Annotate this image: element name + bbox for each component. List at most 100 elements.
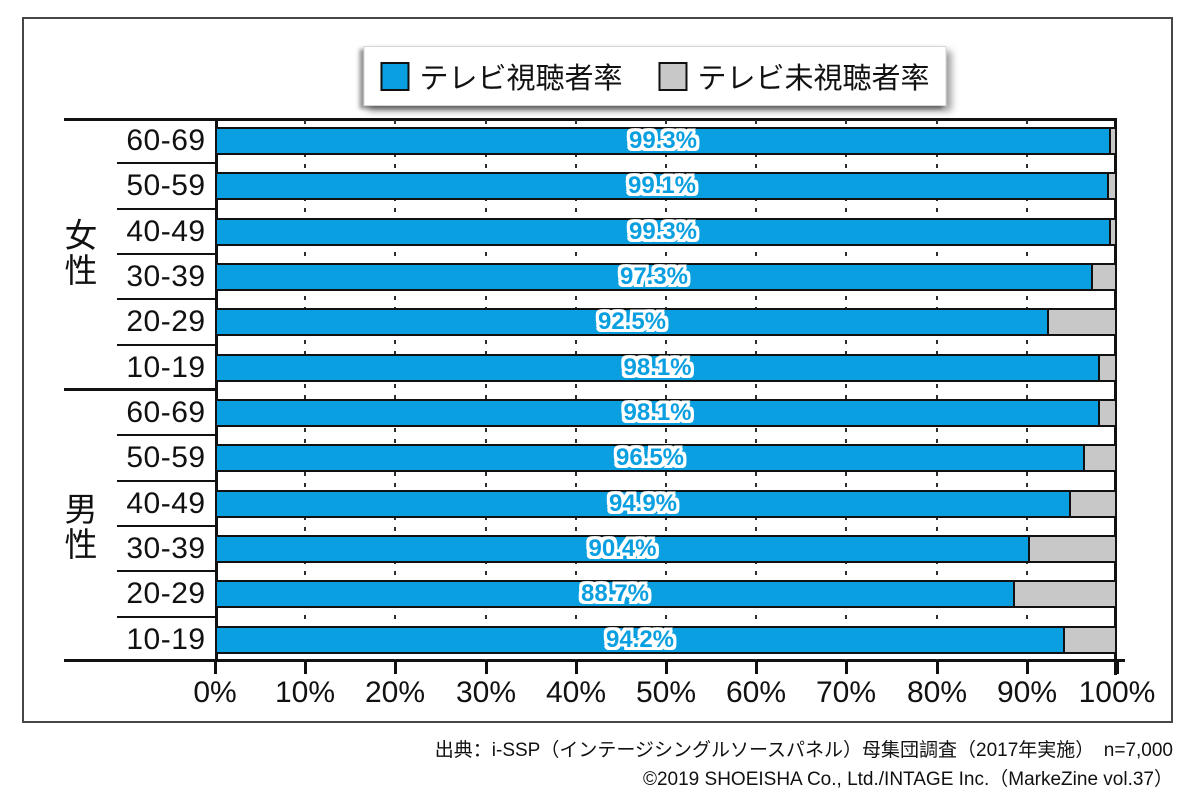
plot-top-line — [64, 118, 1117, 121]
bar-value-label: 98.1% — [623, 399, 692, 426]
age-label-女性-50-59: 50-59 — [126, 168, 206, 202]
bar-row-男性-60-69: 98.1% — [215, 399, 1117, 427]
x-tick-label-20%: 20% — [364, 676, 426, 709]
x-tick-20% — [394, 662, 397, 674]
bar-segment-viewer: 94.2% — [215, 626, 1065, 654]
age-label-女性-40-49: 40-49 — [126, 214, 206, 248]
bar-value-label: 99.1% — [627, 172, 697, 199]
source-note: 出典：i-SSP（インテージシングルソースパネル）母集団調査（2017年実施） … — [435, 736, 1173, 794]
chart-legend: テレビ視聴者率 テレビ未視聴者率 — [363, 46, 947, 106]
bar-segment-viewer: 90.4% — [215, 535, 1030, 563]
hundred-percent-line — [1114, 118, 1117, 675]
x-tick-50% — [665, 662, 668, 674]
bar-segment-nonviewer — [1091, 263, 1117, 291]
age-label-男性-60-69: 60-69 — [126, 395, 206, 429]
bar-segment-viewer: 99.1% — [215, 172, 1109, 200]
age-label-男性-10-19: 10-19 — [126, 622, 206, 656]
age-label-女性-60-69: 60-69 — [126, 123, 206, 157]
gridline-60 — [755, 120, 757, 660]
x-tick-label-0%: 0% — [193, 676, 237, 709]
x-tick-label-90%: 90% — [996, 676, 1058, 709]
bar-segment-nonviewer — [1098, 399, 1117, 427]
x-tick-30% — [485, 662, 488, 674]
bar-row-女性-10-19: 98.1% — [215, 354, 1117, 382]
y-axis-line — [215, 118, 218, 662]
age-separator — [117, 570, 215, 572]
age-separator — [117, 480, 215, 482]
bar-value-label: 90.4% — [588, 535, 657, 562]
legend-swatch-nonviewer — [658, 61, 688, 91]
x-tick-label-60%: 60% — [725, 676, 787, 709]
age-label-男性-40-49: 40-49 — [126, 486, 206, 520]
age-label-女性-10-19: 10-19 — [126, 350, 206, 384]
bar-segment-viewer: 98.1% — [215, 354, 1100, 382]
legend-label: テレビ未視聴者率 — [697, 63, 930, 95]
bar-value-label: 92.5% — [597, 308, 667, 335]
bar-value-label: 94.9% — [608, 490, 678, 517]
bar-segment-viewer: 88.7% — [215, 580, 1015, 608]
group-label-male: 男性 — [60, 491, 97, 562]
gridline-70 — [845, 120, 847, 660]
age-separator — [117, 253, 215, 255]
x-axis-line — [64, 659, 1125, 662]
x-tick-label-100%: 100% — [1078, 676, 1156, 709]
bar-value-label: 88.7% — [580, 580, 650, 607]
bar-segment-viewer: 97.3% — [215, 263, 1093, 291]
bar-segment-nonviewer — [1109, 218, 1117, 246]
bar-row-女性-60-69: 99.3% — [215, 127, 1117, 155]
age-label-男性-30-39: 30-39 — [126, 531, 206, 565]
bar-row-女性-40-49: 99.3% — [215, 218, 1117, 246]
age-separator — [117, 208, 215, 210]
x-tick-label-50%: 50% — [635, 676, 697, 709]
age-separator — [117, 298, 215, 300]
bar-value-label: 98.1% — [623, 354, 692, 381]
bar-segment-viewer: 98.1% — [215, 399, 1100, 427]
bar-value-label: 99.3% — [628, 127, 698, 154]
bar-row-男性-40-49: 94.9% — [215, 490, 1117, 518]
x-tick-80% — [936, 662, 939, 674]
bar-segment-viewer: 92.5% — [215, 308, 1049, 336]
bar-row-男性-50-59: 96.5% — [215, 444, 1117, 472]
age-separator — [117, 162, 215, 164]
x-tick-label-70%: 70% — [815, 676, 877, 709]
gridline-10 — [304, 120, 306, 660]
bar-value-label: 99.3% — [628, 218, 698, 245]
bar-segment-nonviewer — [1098, 354, 1117, 382]
bar-segment-viewer: 96.5% — [215, 444, 1085, 472]
x-tick-90% — [1026, 662, 1029, 674]
source-line: 出典：i-SSP（インテージシングルソースパネル）母集団調査（2017年実施） … — [434, 740, 1173, 761]
legend-item-0: テレビ視聴者率 — [380, 55, 623, 97]
age-separator — [117, 616, 215, 618]
bar-segment-nonviewer — [1083, 444, 1117, 472]
group-label-female: 女性 — [60, 218, 97, 288]
bar-segment-nonviewer — [1063, 626, 1117, 654]
x-tick-label-10%: 10% — [274, 676, 336, 709]
bar-row-女性-30-39: 97.3% — [215, 263, 1117, 291]
gender-separator-line — [64, 388, 215, 391]
gridline-50 — [665, 120, 667, 660]
bar-value-label: 96.5% — [615, 444, 685, 471]
x-tick-label-30%: 30% — [455, 676, 517, 709]
age-separator — [117, 525, 215, 527]
bar-row-女性-20-29: 92.5% — [215, 308, 1117, 336]
bar-segment-nonviewer — [1047, 308, 1117, 336]
age-label-女性-30-39: 30-39 — [126, 259, 206, 293]
age-label-女性-20-29: 20-29 — [126, 304, 206, 338]
gridline-30 — [485, 120, 487, 660]
bar-segment-nonviewer — [1107, 172, 1117, 200]
age-label-男性-50-59: 50-59 — [126, 440, 206, 474]
bar-segment-viewer: 99.3% — [215, 127, 1111, 155]
x-tick-label-80%: 80% — [906, 676, 968, 709]
legend-item-1: テレビ未視聴者率 — [658, 55, 930, 97]
bar-value-label: 97.3% — [619, 263, 689, 290]
bar-row-男性-20-29: 88.7% — [215, 580, 1117, 608]
bar-segment-viewer: 99.3% — [215, 218, 1111, 246]
bar-value-label: 94.2% — [605, 626, 675, 653]
gridline-20 — [394, 120, 396, 660]
gridline-80 — [936, 120, 938, 660]
x-tick-label-40%: 40% — [545, 676, 607, 709]
bar-row-女性-50-59: 99.1% — [215, 172, 1117, 200]
bar-segment-nonviewer — [1028, 535, 1117, 563]
x-tick-70% — [845, 662, 848, 674]
age-label-男性-20-29: 20-29 — [126, 576, 206, 610]
